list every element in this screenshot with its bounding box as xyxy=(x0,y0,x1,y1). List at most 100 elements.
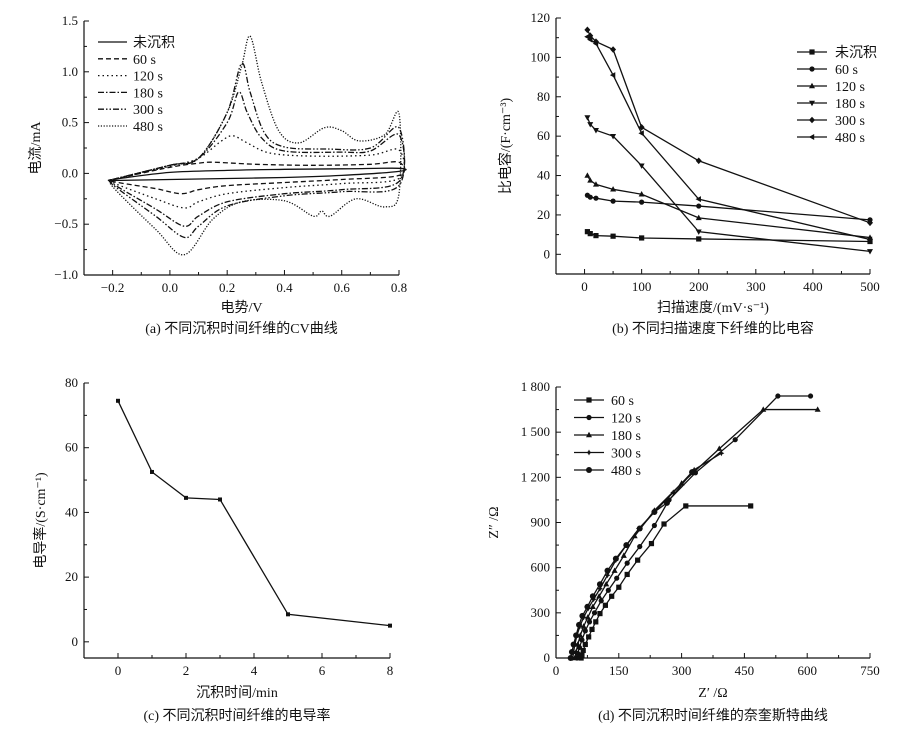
cv-curve xyxy=(108,62,406,239)
y-tick-label: 900 xyxy=(531,515,551,530)
x-tick-label: 0.0 xyxy=(162,280,178,295)
data-point xyxy=(610,133,617,140)
legend-label: 120 s xyxy=(835,80,865,95)
data-point xyxy=(596,593,603,599)
y-tick-label: 1.0 xyxy=(62,64,78,79)
y-tick-label: 100 xyxy=(531,49,551,64)
x-tick-label: 0 xyxy=(115,663,122,678)
data-point xyxy=(716,445,723,451)
data-point xyxy=(587,32,594,40)
data-point xyxy=(670,489,677,496)
data-point xyxy=(610,46,617,53)
x-tick-label: 0 xyxy=(581,279,588,294)
panel-caption: (c) 不同沉积时间纤维的电导率 xyxy=(143,707,330,724)
data-point xyxy=(683,503,689,509)
series-120s xyxy=(108,135,406,209)
data-point xyxy=(814,406,821,412)
series-180s xyxy=(584,115,873,255)
legend-marker xyxy=(586,431,592,438)
data-point xyxy=(584,603,591,610)
x-tick-label: 600 xyxy=(797,663,817,678)
data-point xyxy=(605,587,611,593)
data-point xyxy=(689,469,696,476)
legend-label: 未沉积 xyxy=(835,45,877,61)
data-point xyxy=(637,543,643,550)
legend-label: 300 s xyxy=(133,103,163,118)
y-tick-label: 40 xyxy=(537,168,550,183)
x-tick-label: 150 xyxy=(609,663,629,678)
y-tick-label: −0.5 xyxy=(54,216,78,231)
legend-label: 180 s xyxy=(835,97,865,112)
y-tick-label: 60 xyxy=(65,440,78,455)
legend-marker xyxy=(809,116,815,124)
x-tick-label: −0.2 xyxy=(101,280,125,295)
x-tick-label: 750 xyxy=(860,663,880,678)
data-point xyxy=(587,194,593,200)
series-480s xyxy=(567,469,696,661)
y-axis-label: Z″ /Ω xyxy=(487,506,502,538)
data-point xyxy=(592,40,599,47)
y-tick-label: 1 200 xyxy=(521,469,550,484)
x-tick-label: 0.6 xyxy=(334,280,351,295)
panel-d-nyquist-chart: 0 150 300 450 600 750 1 800 1 500 1 200 900 600 300… xyxy=(487,379,880,724)
data-point xyxy=(663,499,670,506)
data-point xyxy=(623,542,630,549)
data-point xyxy=(587,36,593,43)
legend-marker xyxy=(809,100,815,107)
data-point xyxy=(286,612,290,617)
data-point xyxy=(695,157,702,165)
y-tick-label: 0 xyxy=(544,246,551,261)
data-point xyxy=(638,191,645,197)
data-point xyxy=(648,540,655,547)
series-300s xyxy=(584,26,873,227)
data-point xyxy=(639,235,645,241)
data-point xyxy=(691,466,698,473)
y-tick-label: 300 xyxy=(531,605,551,620)
y-tick-label: −1.0 xyxy=(54,267,78,282)
legend-label: 300 s xyxy=(835,114,865,129)
data-point xyxy=(184,495,188,500)
data-point xyxy=(584,33,590,40)
cv-curve xyxy=(107,167,407,182)
series-line xyxy=(570,471,693,659)
data-point xyxy=(150,469,154,474)
data-point xyxy=(616,584,622,590)
data-point xyxy=(116,398,120,403)
data-point xyxy=(584,229,590,235)
data-point xyxy=(573,632,580,639)
data-point xyxy=(696,236,702,242)
legend: 60 s 120 s 180 s 300 s 480 s xyxy=(574,394,641,479)
y-tick-label: 1 800 xyxy=(521,379,550,394)
y-tick-label: 40 xyxy=(65,504,78,519)
data-point xyxy=(587,122,594,128)
data-point xyxy=(568,648,575,655)
series-120s xyxy=(574,393,814,661)
data-point xyxy=(639,199,645,205)
y-tick-label: 0.0 xyxy=(62,165,78,180)
data-point xyxy=(636,525,643,532)
data-point xyxy=(598,598,604,604)
y-axis-label: 电导率/(S·cm⁻¹) xyxy=(32,472,49,569)
data-point xyxy=(589,593,596,600)
series-480s xyxy=(108,35,402,256)
y-axis-label: 电流/mA xyxy=(28,121,44,175)
data-point xyxy=(587,231,593,237)
data-point xyxy=(596,581,603,588)
data-point xyxy=(586,619,593,625)
legend-label: 120 s xyxy=(611,412,641,427)
data-point xyxy=(579,612,586,619)
series-line xyxy=(586,117,871,252)
legend: 未沉积 60 s 120 s 180 s 300 s 480 s xyxy=(797,45,877,146)
data-point xyxy=(592,181,599,187)
x-tick-label: 8 xyxy=(387,663,394,678)
data-point xyxy=(614,575,620,581)
legend-marker xyxy=(586,397,592,403)
panel-a-cv-chart: −0.2 0.0 0.2 0.4 0.6 0.8 1.5 1.0 0.5 0.0 −0.5 −1.0 电… xyxy=(28,13,407,337)
legend-marker xyxy=(586,467,592,473)
data-point xyxy=(593,233,599,239)
x-tick-label: 6 xyxy=(319,663,326,678)
data-point xyxy=(620,552,627,558)
data-point xyxy=(609,72,616,79)
data-point xyxy=(590,596,597,603)
